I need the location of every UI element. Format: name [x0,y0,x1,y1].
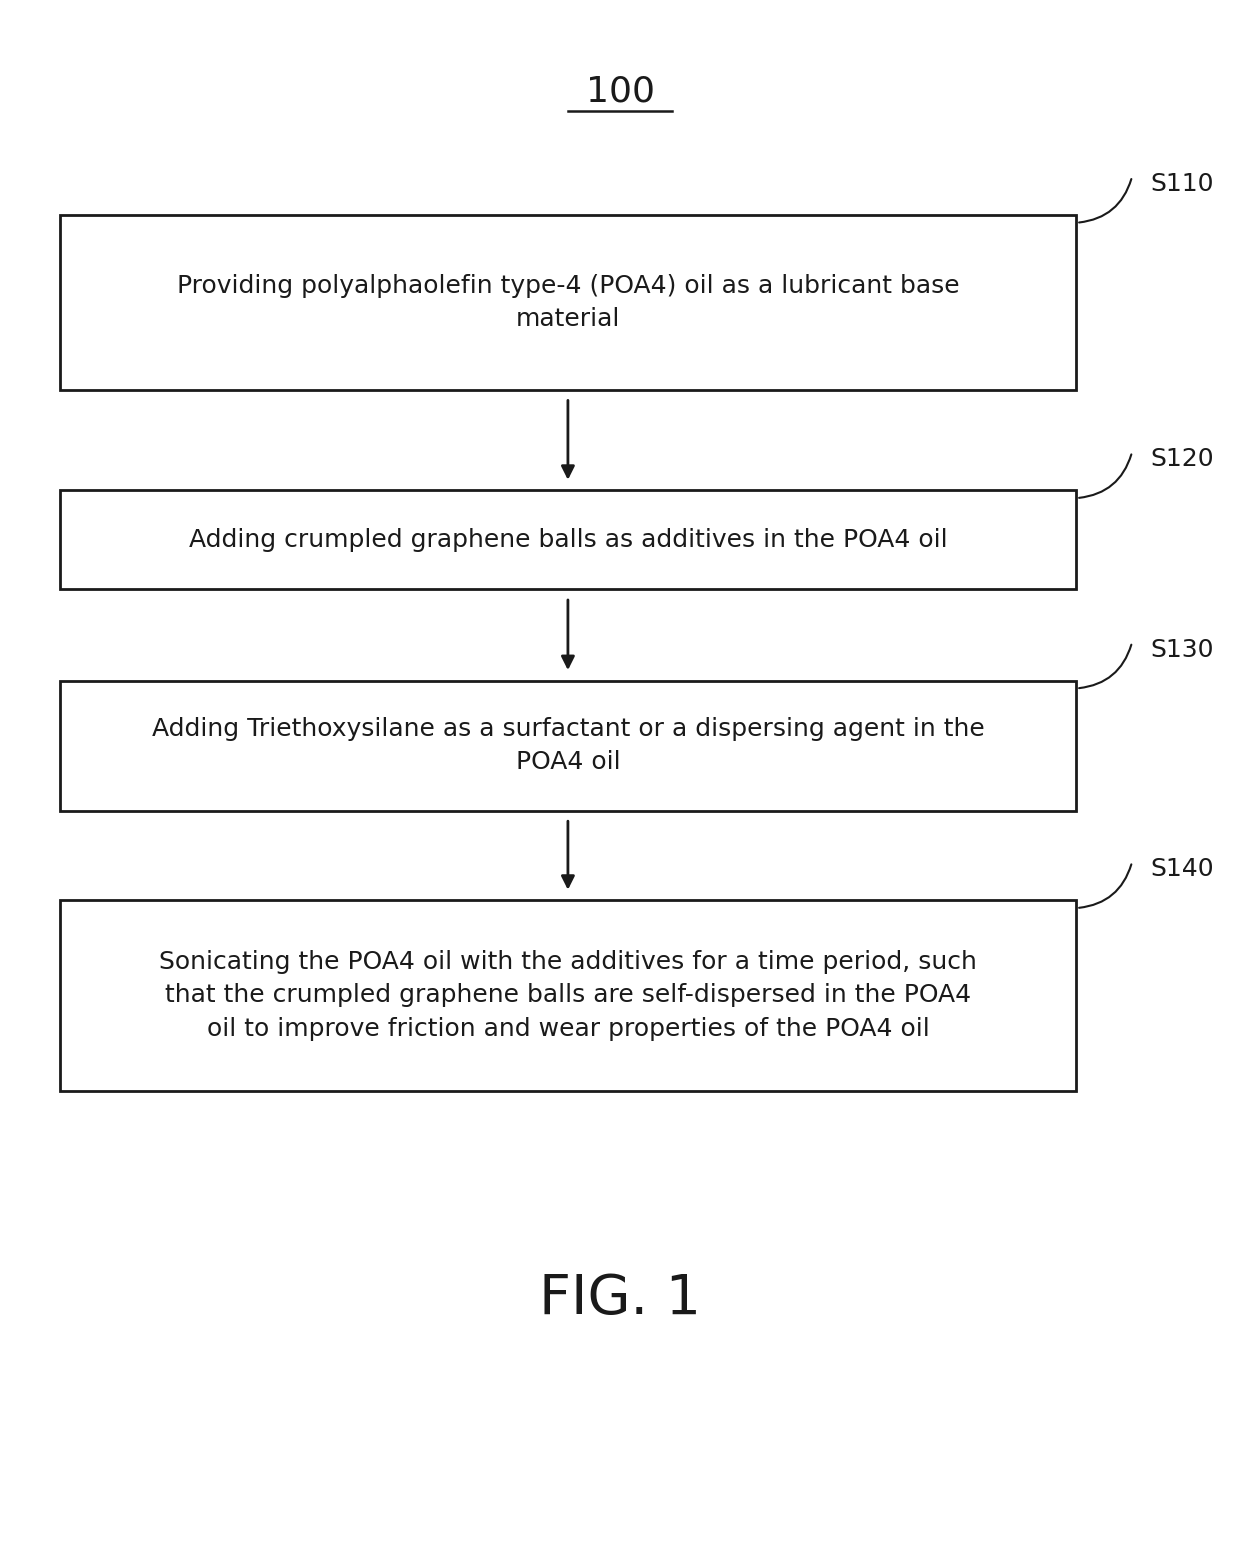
Text: Providing polyalphaolefin type-4 (POA4) oil as a lubricant base
material: Providing polyalphaolefin type-4 (POA4) … [176,274,960,331]
Text: S130: S130 [1151,637,1214,662]
Text: FIG. 1: FIG. 1 [539,1273,701,1326]
Text: S110: S110 [1151,172,1214,196]
Text: 100: 100 [585,74,655,108]
Text: S140: S140 [1151,857,1214,882]
Bar [60,681,1076,811]
Bar [60,900,1076,1091]
Bar [60,215,1076,390]
Text: Sonicating the POA4 oil with the additives for a time period, such
that the crum: Sonicating the POA4 oil with the additiv… [159,950,977,1041]
Text: Adding crumpled graphene balls as additives in the POA4 oil: Adding crumpled graphene balls as additi… [188,528,947,552]
Text: S120: S120 [1151,447,1214,472]
Bar [60,490,1076,589]
Text: Adding Triethoxysilane as a surfactant or a dispersing agent in the
POA4 oil: Adding Triethoxysilane as a surfactant o… [151,716,985,775]
